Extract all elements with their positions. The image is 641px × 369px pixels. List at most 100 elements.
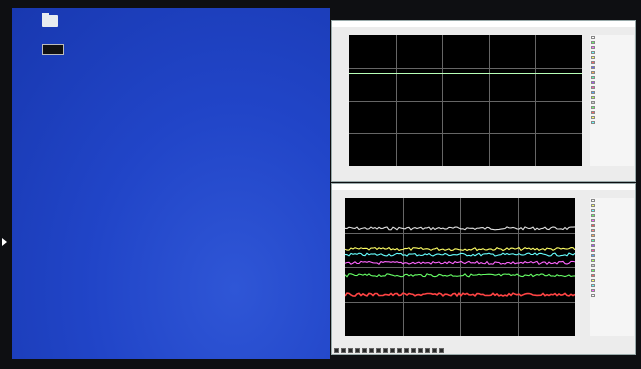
toolbar-button[interactable] [411,348,416,353]
legend-swatch [591,209,595,212]
legend-swatch [591,269,595,272]
legend-swatch [591,36,595,39]
legend-item[interactable] [590,273,634,278]
gridline [535,35,536,166]
legend-swatch [591,71,595,74]
trace-line [345,273,575,278]
toolbar-button[interactable] [425,348,430,353]
toolbar-button[interactable] [348,348,353,353]
gridline [349,133,582,134]
legend-swatch [591,101,595,104]
legend-item[interactable] [590,288,634,293]
legend-swatch [591,239,595,242]
toolbar-button[interactable] [355,348,360,353]
legend-item[interactable] [590,198,634,203]
legend-item[interactable] [590,95,634,100]
legend-item[interactable] [590,100,634,105]
trace-line [345,260,575,266]
legend-item[interactable] [590,90,634,95]
legend-item[interactable] [590,258,634,263]
legend-item[interactable] [590,223,634,228]
legend-swatch [591,76,595,79]
toolbar-button[interactable] [334,348,339,353]
legend-item[interactable] [590,228,634,233]
legend-item[interactable] [590,218,634,223]
legend-item[interactable] [590,213,634,218]
toolbar-button[interactable] [432,348,437,353]
legend-item[interactable] [590,75,634,80]
legend-item[interactable] [590,233,634,238]
legend-swatch [591,259,595,262]
legend-item[interactable] [590,248,634,253]
legend-item[interactable] [590,203,634,208]
legend-item[interactable] [590,60,634,65]
legend-item[interactable] [590,283,634,288]
terminal-icon[interactable] [42,44,64,55]
folder-icon[interactable] [42,13,58,27]
legend-item[interactable] [590,85,634,90]
legend-swatch [591,121,595,124]
legend-item[interactable] [590,243,634,248]
legend-swatch [591,219,595,222]
legend-swatch [591,81,595,84]
window-title [332,21,635,27]
legend-item[interactable] [590,263,634,268]
legend-swatch [591,41,595,44]
legend-item[interactable] [590,268,634,273]
legend-item[interactable] [590,293,634,298]
toolbar-button[interactable] [383,348,388,353]
legend-swatch [591,106,595,109]
trace-line [345,226,575,231]
legend-item[interactable] [590,70,634,75]
gridline [349,101,582,102]
legend-item[interactable] [590,40,634,45]
toolbar-button[interactable] [341,348,346,353]
toolbar-button[interactable] [362,348,367,353]
toolbar-button[interactable] [397,348,402,353]
legend-swatch [591,61,595,64]
legend-swatch [591,284,595,287]
legend-item[interactable] [590,65,634,70]
gridline [349,68,582,69]
trace-line [345,252,575,257]
legend-item[interactable] [590,278,634,283]
legend-swatch [591,91,595,94]
gridline [396,35,397,166]
gridline [345,267,575,268]
legend-item[interactable] [590,120,634,125]
plot-area[interactable] [345,198,575,336]
trace-plot [345,226,575,298]
trace-line [349,73,582,74]
legend-item[interactable] [590,115,634,120]
legend-item[interactable] [590,80,634,85]
plot-area[interactable] [349,35,582,166]
legend-swatch [591,249,595,252]
toolbar-button[interactable] [404,348,409,353]
toolbar-button[interactable] [376,348,381,353]
legend-swatch [591,86,595,89]
legend-swatch [591,214,595,217]
toolbar-button[interactable] [418,348,423,353]
gridline [345,302,575,303]
legend-swatch [591,229,595,232]
legend-swatch [591,254,595,257]
legend-item[interactable] [590,105,634,110]
toolbar-button[interactable] [439,348,444,353]
legend-item[interactable] [590,35,634,40]
toolbar-button[interactable] [369,348,374,353]
legend-item[interactable] [590,50,634,55]
legend-item[interactable] [590,45,634,50]
legend-item[interactable] [590,238,634,243]
legend-swatch [591,116,595,119]
strip-chart-window-bottom[interactable] [331,183,636,355]
gridline [442,35,443,166]
legend-swatch [591,289,595,292]
legend-item[interactable] [590,208,634,213]
legend-swatch [591,234,595,237]
strip-chart-window-top[interactable] [331,20,636,189]
legend-item[interactable] [590,253,634,258]
toolbar-button[interactable] [390,348,395,353]
gridline [489,35,490,166]
legend-item[interactable] [590,55,634,60]
legend-item[interactable] [590,110,634,115]
